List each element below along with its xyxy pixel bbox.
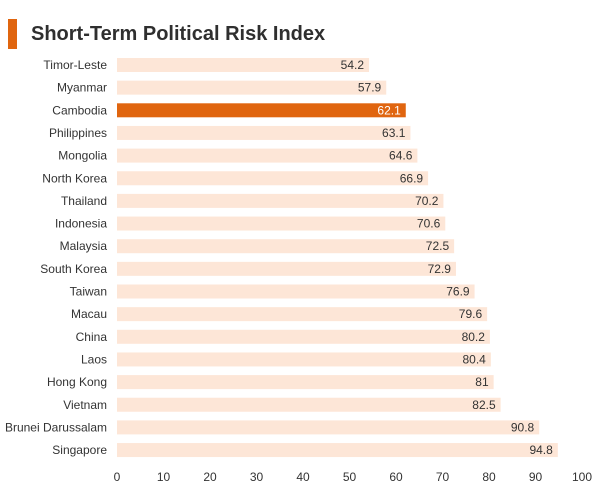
- category-label: Indonesia: [55, 217, 107, 231]
- bar: [117, 352, 491, 367]
- category-label: China: [76, 330, 108, 344]
- x-tick-label: 70: [436, 470, 450, 484]
- x-tick-label: 30: [250, 470, 264, 484]
- data-label: 70.6: [417, 217, 441, 231]
- chart-header: Short-Term Political Risk Index: [8, 19, 325, 49]
- category-label: Hong Kong: [47, 375, 107, 389]
- category-label: North Korea: [42, 171, 107, 185]
- bar: [117, 125, 411, 140]
- category-label: South Korea: [40, 262, 107, 276]
- data-label: 64.6: [389, 149, 413, 163]
- data-label: 81: [475, 375, 489, 389]
- chart-title: Short-Term Political Risk Index: [31, 22, 326, 45]
- data-label: 80.2: [462, 330, 486, 344]
- data-label: 82.5: [472, 398, 496, 412]
- category-label: Laos: [81, 352, 107, 366]
- x-tick-label: 40: [296, 470, 310, 484]
- bar: [117, 307, 488, 322]
- category-label: Mongolia: [58, 149, 107, 163]
- category-label: Myanmar: [57, 81, 107, 95]
- category-label: Philippines: [49, 126, 107, 140]
- data-label: 72.5: [426, 239, 450, 253]
- category-label: Vietnam: [63, 398, 107, 412]
- bar: [117, 80, 387, 95]
- x-tick-label: 90: [529, 470, 543, 484]
- data-label: 66.9: [400, 171, 424, 185]
- bar: [117, 148, 418, 163]
- bar: [117, 216, 446, 231]
- category-label: Timor-Leste: [43, 58, 107, 72]
- x-tick-label: 50: [343, 470, 357, 484]
- data-label: 79.6: [459, 307, 483, 321]
- category-label: Malaysia: [60, 239, 108, 253]
- x-tick-label: 20: [203, 470, 217, 484]
- category-label: Macau: [71, 307, 107, 321]
- category-label: Brunei Darussalam: [5, 420, 107, 434]
- data-label: 57.9: [358, 81, 382, 95]
- bar: [117, 443, 558, 458]
- highlighted-bar: [117, 103, 406, 118]
- data-label: 80.4: [463, 352, 487, 366]
- x-tick-label: 0: [114, 470, 121, 484]
- bar: [117, 171, 429, 186]
- bar: [117, 239, 455, 254]
- data-label: 90.8: [511, 420, 535, 434]
- bar: [117, 397, 501, 412]
- data-label: 76.9: [446, 285, 470, 299]
- data-label: 63.1: [382, 126, 406, 140]
- data-label: 94.8: [529, 443, 553, 457]
- bar: [117, 261, 456, 276]
- data-label: 72.9: [428, 262, 452, 276]
- x-tick-label: 80: [482, 470, 496, 484]
- bar: [117, 375, 494, 390]
- x-tick-label: 60: [389, 470, 403, 484]
- x-tick-label: 100: [572, 470, 592, 484]
- x-tick-label: 10: [157, 470, 171, 484]
- bar: [117, 420, 540, 435]
- bar: [117, 58, 370, 72]
- data-label: 70.2: [415, 194, 439, 208]
- data-label: 62.1: [377, 103, 401, 117]
- category-label: Cambodia: [52, 103, 107, 117]
- category-label: Thailand: [61, 194, 107, 208]
- bar: [117, 284, 475, 299]
- category-label: Singapore: [52, 443, 107, 457]
- title-accent-bar: [8, 19, 17, 49]
- bar: [117, 193, 444, 208]
- data-label: 54.2: [341, 58, 365, 72]
- category-label: Taiwan: [70, 285, 107, 299]
- bar: [117, 329, 490, 344]
